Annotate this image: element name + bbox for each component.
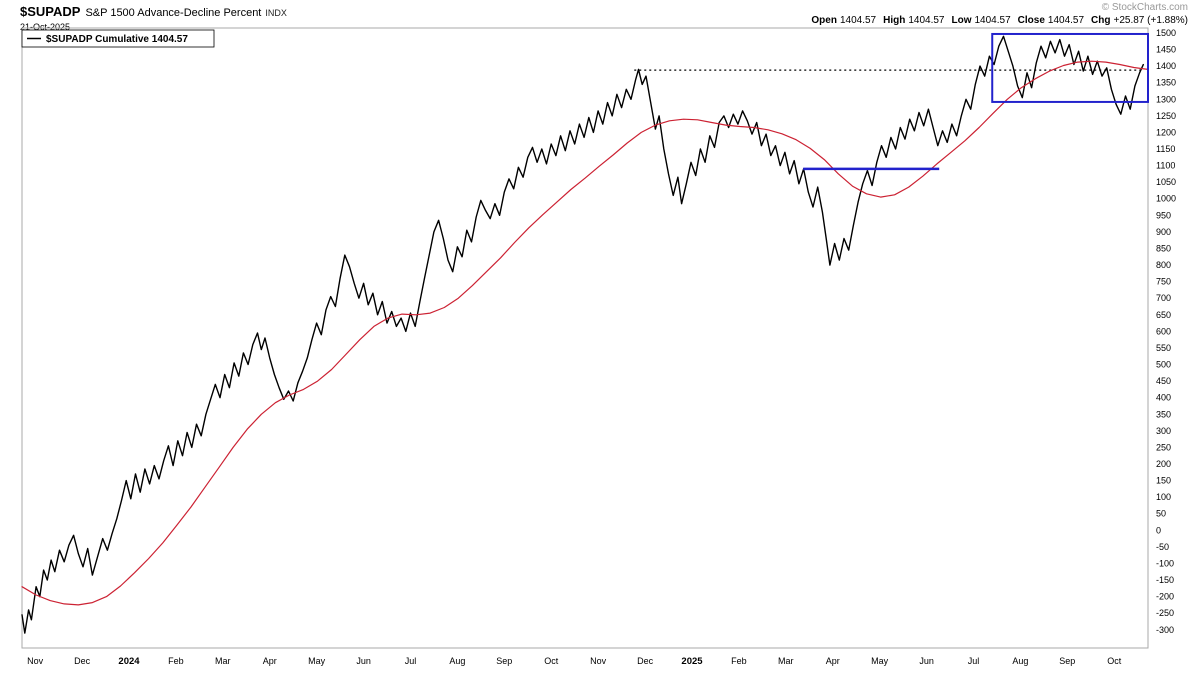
chart-date: 21-Oct-2025 [20,22,71,32]
quote-close-label: Close [1017,15,1045,26]
quote-low-label: Low [951,15,972,26]
x-axis-month-label: Feb [731,656,747,666]
y-axis-label: 350 [1156,409,1171,419]
y-axis-label: 100 [1156,492,1171,502]
quote-high-label: High [883,15,906,26]
x-axis-month-label: Jun [356,656,371,666]
y-axis-label: -50 [1156,542,1169,552]
y-axis-label: 200 [1156,459,1171,469]
x-axis-month-label: Apr [826,656,840,666]
y-axis-label: 1050 [1156,177,1176,187]
quote-low-value: 1404.57 [974,15,1011,26]
index-name-label: S&P 1500 Advance-Decline Percent [85,7,262,19]
y-axis-label: -250 [1156,608,1174,618]
y-axis-label: 800 [1156,260,1171,270]
y-axis-label: 150 [1156,476,1171,486]
y-axis-label: 1450 [1156,45,1176,55]
y-axis-label: 900 [1156,227,1171,237]
y-axis-label: 550 [1156,343,1171,353]
x-axis-month-label: Jul [405,656,417,666]
chart-header-left: $SUPADP S&P 1500 Advance-Decline Percent I… [20,3,287,32]
y-axis-label: -300 [1156,625,1174,635]
x-axis-month-label: May [308,656,326,666]
x-axis-month-label: Dec [637,656,654,666]
y-axis-label: 1100 [1156,161,1175,171]
y-axis-label: 1200 [1156,127,1176,137]
y-axis-label: 1500 [1156,28,1176,38]
x-axis-month-label: Aug [1012,656,1028,666]
x-axis-month-label: Feb [168,656,184,666]
quote-open-label: Open [811,15,837,26]
moving-average-line [21,60,1149,606]
y-axis-label: 500 [1156,360,1171,370]
quote-high-value: 1404.57 [908,15,945,26]
x-axis-month-label: Mar [778,656,794,666]
exchange-label: INDX [265,8,287,18]
y-axis-label: 1250 [1156,111,1176,121]
y-axis-label: 700 [1156,293,1171,303]
x-axis-month-label: Sep [1059,656,1075,666]
y-axis-label: 1150 [1156,144,1175,154]
quote-chg-label: Chg [1091,15,1111,26]
quote-line: Open 1404.57 High 1404.57 Low 1404.57 Close 140… [804,15,1188,26]
cumulative-line [21,35,1145,634]
y-axis-label: 50 [1156,509,1166,519]
y-axis-label: -100 [1156,558,1174,568]
x-axis-month-label: Mar [215,656,231,666]
quote-open-value: 1404.57 [839,15,877,26]
x-axis-month-label: Apr [263,656,277,666]
y-axis-label: 450 [1156,376,1171,386]
y-axis-label: 850 [1156,243,1171,253]
x-axis-month-label: Dec [74,656,91,666]
x-axis-month-label: Oct [544,656,559,666]
plot-border [21,27,1149,649]
y-axis-label: 600 [1156,326,1171,336]
y-axis-label: 1350 [1156,78,1176,88]
copyright-watermark: © StockCharts.com [1101,2,1188,13]
y-axis-label: -150 [1156,575,1174,585]
y-axis-label: 950 [1156,210,1171,220]
y-axis-label: 400 [1156,393,1171,403]
x-axis-month-label: Sep [496,656,512,666]
quote-chg-value: +25.87 (+1.88%) [1113,15,1189,26]
x-axis-month-label: Jul [968,656,980,666]
x-axis-month-label: Nov [27,656,44,666]
y-axis-label: 0 [1156,525,1161,535]
x-axis-month-label: Nov [590,656,607,666]
y-axis-label: 650 [1156,310,1171,320]
y-axis-label: 250 [1156,442,1171,452]
y-axis-label: -200 [1156,592,1174,602]
legend-box [21,29,215,48]
chart-header-right: © StockCharts.com Open 1404.57 High 1404.57… [804,2,1188,26]
x-axis-month-label: Oct [1107,656,1122,666]
y-axis-label: 300 [1156,426,1171,436]
quote-close-value: 1404.57 [1047,15,1085,26]
y-axis-label: 750 [1156,277,1171,287]
x-axis-year-label: 2024 [118,656,140,667]
y-axis-label: 1300 [1156,94,1176,104]
legend-label: $SUPADP Cumulative 1404.57 [46,34,188,45]
consolidation-box-annotation [991,32,1150,103]
y-axis-label: 1400 [1156,61,1176,71]
x-axis-month-label: May [871,656,889,666]
y-axis-label: 1000 [1156,194,1176,204]
symbol-label: $SUPADP [20,4,81,19]
x-axis-year-label: 2025 [681,656,703,667]
x-axis-month-label: Jun [919,656,934,666]
x-axis-month-label: Aug [449,656,465,666]
